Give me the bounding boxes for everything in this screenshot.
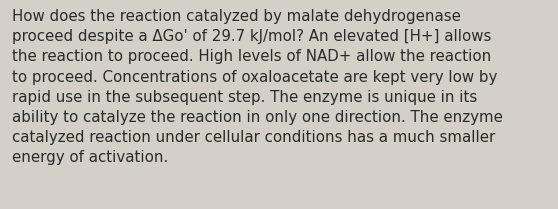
Text: How does the reaction catalyzed by malate dehydrogenase
proceed despite a ΔGo' o: How does the reaction catalyzed by malat…	[12, 9, 503, 165]
